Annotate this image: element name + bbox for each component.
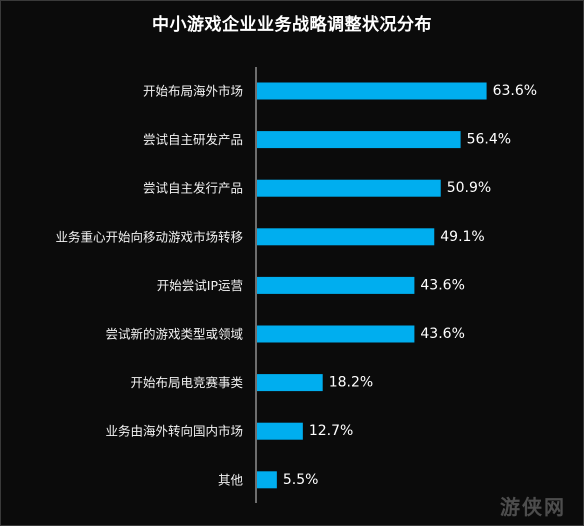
value-label-4: 43.6%	[420, 277, 464, 293]
bar-2	[257, 179, 441, 197]
value-label-1: 56.4%	[467, 132, 511, 148]
bar-0	[257, 82, 487, 100]
category-label-4: 开始尝试IP运营	[157, 278, 243, 293]
category-label-6: 开始布局电竞赛事类	[130, 375, 243, 390]
category-label-0: 开始布局海外市场	[143, 84, 243, 99]
bar-7	[257, 422, 303, 440]
value-label-8: 5.5%	[283, 472, 319, 488]
value-label-5: 43.6%	[420, 326, 464, 342]
bar-6	[257, 374, 323, 392]
chart-title: 中小游戏企业业务战略调整状况分布	[152, 15, 432, 35]
watermark-logo: 游侠网	[500, 491, 566, 520]
value-label-2: 50.9%	[447, 180, 491, 196]
category-label-7: 业务由海外转向国内市场	[105, 424, 243, 439]
category-label-8: 其他	[218, 472, 244, 487]
category-label-1: 尝试自主研发产品	[143, 132, 243, 147]
value-label-0: 63.6%	[493, 83, 537, 99]
value-label-7: 12.7%	[309, 423, 353, 439]
value-label-3: 49.1%	[440, 229, 484, 245]
bar-4	[257, 276, 415, 294]
category-label-5: 尝试新的游戏类型或领域	[105, 327, 243, 342]
bar-1	[257, 131, 461, 149]
bar-3	[257, 228, 435, 246]
category-label-3: 业务重心开始向移动游戏市场转移	[55, 229, 243, 244]
bar-8	[257, 471, 277, 489]
bar-5	[257, 325, 415, 343]
watermark-text: 游侠网	[500, 495, 566, 519]
value-label-6: 18.2%	[329, 375, 373, 391]
category-label-2: 尝试自主发行产品	[143, 181, 243, 196]
